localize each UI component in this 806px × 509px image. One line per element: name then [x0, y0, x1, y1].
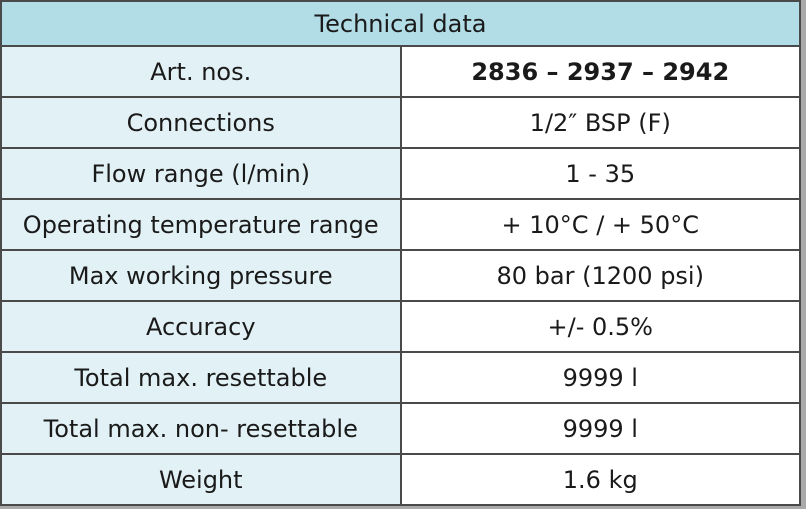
data-row: Total max. resettable 9999 l [0, 351, 801, 404]
value-cell: 1/2″ BSP (F) [399, 96, 801, 149]
value-cell: 9999 l [399, 351, 801, 404]
data-row: Connections 1/2″ BSP (F) [0, 96, 801, 149]
value-cell: +/- 0.5% [399, 300, 801, 353]
value-cell: 1 - 35 [399, 147, 801, 200]
parameter-cell: Accuracy [0, 300, 402, 353]
parameter-cell: Art. nos. [0, 45, 402, 98]
header-row: Technical data [0, 0, 801, 47]
data-row: Flow range (l/min) 1 - 35 [0, 147, 801, 200]
data-row: Weight 1.6 kg [0, 453, 801, 506]
data-row: Accuracy +/- 0.5% [0, 300, 801, 353]
value-cell: 80 bar (1200 psi) [399, 249, 801, 302]
data-row: Operating temperature range + 10°C / + 50… [0, 198, 801, 251]
parameter-cell: Flow range (l/min) [0, 147, 402, 200]
table-title: Technical data [0, 0, 801, 47]
value-cell: 1.6 kg [399, 453, 801, 506]
value-cell: 9999 l [399, 402, 801, 455]
parameter-cell: Connections [0, 96, 402, 149]
parameter-cell: Total max. resettable [0, 351, 402, 404]
parameter-cell: Max working pressure [0, 249, 402, 302]
data-row: Art. nos. 2836 – 2937 – 2942 [0, 45, 801, 98]
parameter-cell: Operating temperature range [0, 198, 402, 251]
data-row: Max working pressure 80 bar (1200 psi) [0, 249, 801, 302]
value-cell: + 10°C / + 50°C [399, 198, 801, 251]
parameter-cell: Total max. non- resettable [0, 402, 402, 455]
data-row: Total max. non- resettable 9999 l [0, 402, 801, 455]
value-cell: 2836 – 2937 – 2942 [399, 45, 801, 98]
parameter-cell: Weight [0, 453, 402, 506]
